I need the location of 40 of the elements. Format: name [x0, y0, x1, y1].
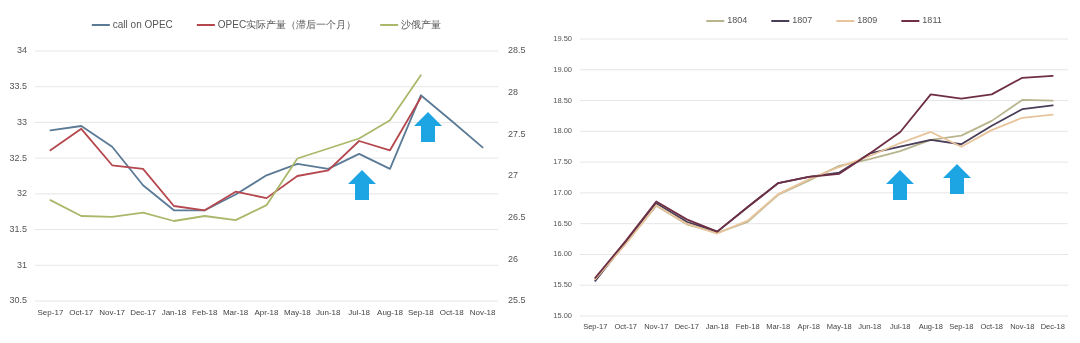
- y2-tick-label: 25.5: [508, 295, 526, 306]
- y-tick-label: 31.5: [9, 223, 27, 234]
- legend-label: 1809: [857, 15, 878, 26]
- line-series: [49, 96, 422, 212]
- y2-tick-label: 28.5: [508, 45, 526, 56]
- x-tick-label: Feb-18: [192, 308, 218, 317]
- x-tick-label: Aug-18: [377, 308, 404, 317]
- x-tick-label: Nov-17: [99, 308, 126, 317]
- x-tick-label: Jul-18: [348, 308, 371, 317]
- line-series: [49, 94, 484, 212]
- x-tick-label: Sep-18: [407, 308, 435, 317]
- x-tick-label: Mar-18: [222, 308, 249, 317]
- legend-label: 沙俄产量: [401, 18, 442, 30]
- y2-tick-label: 27.5: [508, 128, 526, 139]
- x-tick-label: Jun-18: [316, 308, 342, 317]
- legend-label: 1811: [922, 15, 942, 26]
- y-tick-label: 30.5: [9, 295, 27, 306]
- y-tick-label: 33.5: [9, 81, 27, 92]
- x-tick-label: Apr-18: [254, 308, 280, 317]
- line-series: [49, 74, 422, 222]
- x-tick-label: May-18: [284, 308, 312, 317]
- y-tick-label: 31: [16, 259, 27, 270]
- y2-tick-label: 26: [508, 253, 519, 264]
- x-tick-label: Oct-18: [439, 308, 465, 317]
- x-tick-label: Sep-17: [37, 308, 64, 317]
- y2-tick-label: 27: [508, 170, 519, 181]
- x-tick-label: Dec-17: [130, 308, 157, 317]
- x-tick-label: Nov-18: [469, 308, 497, 317]
- y-tick-label: 32: [16, 188, 27, 199]
- y2-tick-label: 26.5: [508, 212, 526, 223]
- y-tick-label: 34: [16, 45, 27, 56]
- legend-label: OPEC实际产量（滞后一个月）: [217, 18, 357, 30]
- y-tick-label: 32.5: [9, 152, 27, 163]
- y2-tick-label: 28: [508, 87, 519, 98]
- legend-label: 1807: [792, 15, 813, 26]
- y-tick-label: 33: [16, 116, 27, 127]
- legend-label: 1804: [727, 15, 748, 26]
- legend-label: call on OPEC: [112, 18, 173, 30]
- x-tick-label: Jan-18: [161, 308, 187, 317]
- x-tick-label: Oct-17: [69, 308, 94, 317]
